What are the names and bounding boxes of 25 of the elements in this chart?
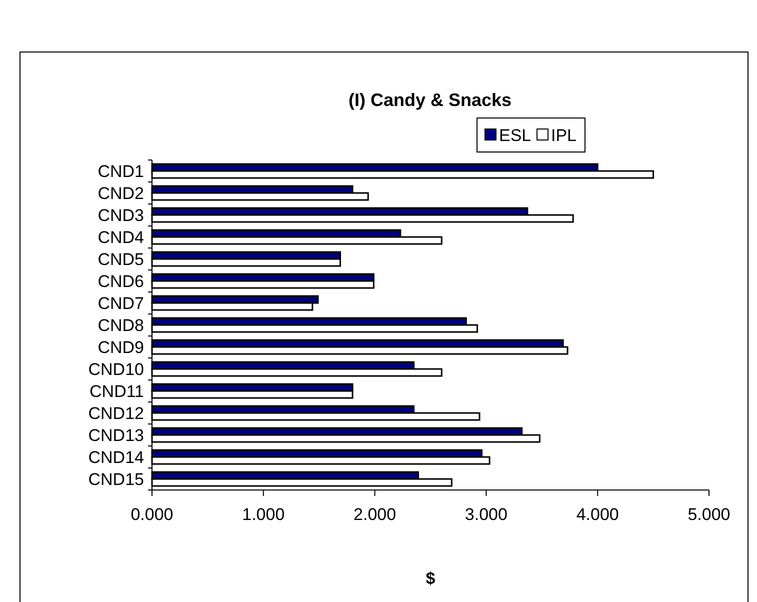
y-tick-label: CND1: [98, 162, 144, 181]
y-tick-label: CND12: [88, 404, 144, 423]
y-tick-label: CND11: [90, 382, 144, 401]
y-tick-label: CND6: [98, 272, 144, 291]
legend-label: IPL: [551, 126, 577, 145]
chart-title: (I) Candy & Snacks: [348, 90, 512, 110]
y-tick-label: CND2: [98, 184, 144, 203]
y-tick-label: CND3: [98, 206, 144, 225]
y-tick-label: CND4: [98, 228, 144, 247]
y-tick-label: CND13: [88, 426, 144, 445]
x-axis-title: $: [426, 569, 436, 588]
y-tick-label: CND14: [88, 448, 144, 467]
x-tick-label: 0.000: [130, 505, 174, 524]
x-tick-label: 5.000: [688, 505, 730, 524]
x-tick-label: 2.000: [354, 505, 396, 524]
y-tick-label: CND10: [88, 360, 144, 379]
y-tick-label: CND8: [98, 316, 144, 335]
x-tick-label: 1.000: [242, 505, 285, 524]
x-tick-label: 3.000: [464, 505, 508, 524]
y-tick-label: CND9: [98, 338, 144, 357]
y-tick-label: CND5: [98, 250, 144, 269]
y-tick-label: CND15: [88, 470, 144, 489]
y-tick-label: CND7: [98, 294, 144, 313]
legend-label: ESL: [499, 126, 532, 145]
x-tick-label: 4.000: [576, 505, 619, 524]
